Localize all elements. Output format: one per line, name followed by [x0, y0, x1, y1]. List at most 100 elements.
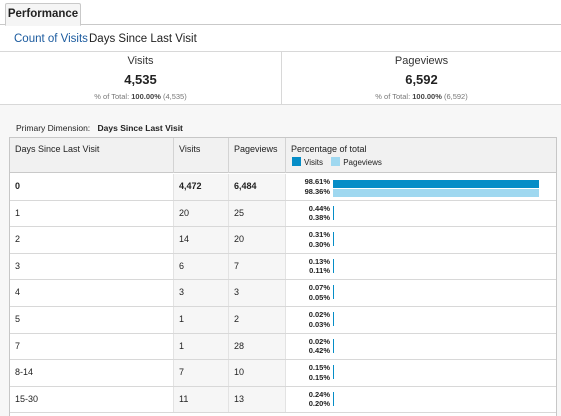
pageviews-percent: 0.30% [308, 239, 330, 249]
visits-value: 6 [179, 260, 185, 271]
pageviews-percent: 0.42% [308, 346, 330, 356]
percent-values: 0.07% 0.05% [286, 283, 330, 302]
report-tab-strip: Performance [0, 0, 561, 26]
visits-percent: 0.02% [308, 310, 330, 319]
cell-pageviews: 3 [229, 280, 286, 306]
pageviews-value: 13 [234, 393, 245, 404]
header-pageviews[interactable]: Pageviews [229, 138, 286, 173]
visits-value: 11 [179, 393, 189, 404]
visits-percent: 0.24% [308, 389, 330, 399]
percent-values: 0.02% 0.03% [286, 310, 330, 329]
bar-legend: Visits Pageviews [292, 157, 382, 167]
pageviews-value: 25 [234, 207, 245, 218]
visits-bar [333, 205, 334, 220]
visits-value: 7 [179, 367, 185, 378]
primary-dimension-value[interactable]: Days Since Last Visit [97, 123, 183, 133]
cell-pageviews: 10 [229, 360, 286, 386]
visits-percent: 98.61% [304, 177, 330, 186]
visits-value: 3 [179, 287, 185, 298]
cell-dimension: 15-30 [10, 386, 174, 413]
header-days-since-last-visit[interactable]: Days Since Last Visit [10, 138, 174, 173]
view-switcher: Count of Visits Days Since Last Visit [0, 25, 561, 52]
data-table: Days Since Last Visit Visits Pageviews P… [9, 137, 557, 416]
cell-visits: 6 [174, 253, 229, 280]
primary-dimension-label: Primary Dimension: [16, 123, 91, 133]
visits-value: 20 [179, 207, 190, 218]
count-of-visits-link[interactable]: Count of Visits [14, 33, 88, 45]
table-row: 2 14 20 0.31% 0.30% [10, 227, 556, 254]
dimension-value-link[interactable]: 8-14 [15, 367, 34, 378]
header-pct-label: Percentage of total [291, 144, 367, 154]
scorecard-value: 4,535 [124, 72, 157, 87]
pageviews-percent: 98.36% [304, 186, 330, 196]
table-row: 8-14 7 10 0.15% 0.15% [10, 360, 556, 387]
pageviews-scorecard: Pageviews 6,592 % of Total: 100.00% (6,5… [281, 52, 561, 105]
visits-percent: 0.44% [308, 203, 330, 213]
visits-percent: 0.02% [308, 336, 330, 346]
cell-pageviews: 7 [229, 253, 286, 280]
cell-dimension: 0 [10, 174, 174, 200]
dimension-value-link[interactable]: 7 [15, 340, 21, 351]
cell-pageviews: 25 [229, 200, 286, 227]
scorecard-percent-of-total: % of Total: 100.00% (6,592) [375, 92, 468, 101]
scorecard-value: 6,592 [405, 72, 438, 87]
dimension-value-link[interactable]: 3 [15, 260, 21, 271]
pageviews-value: 20 [234, 234, 245, 245]
cell-pageviews: 28 [229, 333, 286, 360]
cell-dimension: 4 [10, 280, 174, 306]
cell-percentage: 0.15% 0.15% [286, 360, 556, 386]
pageviews-percent: 0.05% [308, 292, 330, 302]
pageviews-value: 28 [234, 340, 245, 351]
visits-bar [333, 312, 334, 326]
cell-percentage: 0.44% 0.38% [286, 201, 556, 227]
pageviews-value: 6,484 [234, 181, 257, 191]
dimension-value-link[interactable]: 2 [15, 234, 21, 245]
visits-percent: 0.15% [308, 363, 330, 373]
scorecard-label: Visits [127, 55, 154, 67]
table-row: 1 20 25 0.44% 0.38% [10, 200, 556, 228]
pageviews-bar [333, 189, 539, 197]
cell-pageviews: 20 [229, 227, 286, 253]
cell-pageviews: 2 [229, 307, 286, 333]
dimension-value-link[interactable]: 5 [15, 314, 21, 324]
table-header: Days Since Last Visit Visits Pageviews P… [10, 138, 556, 173]
visits-bar [333, 232, 334, 247]
dimension-value-link[interactable]: 0 [15, 181, 21, 191]
tab-performance[interactable]: Performance [5, 3, 81, 26]
visits-value: 1 [179, 314, 185, 324]
visits-bar [333, 258, 334, 273]
cell-visits: 7 [174, 360, 229, 386]
dimension-value-link[interactable]: 1 [15, 207, 21, 218]
legend-visits: Visits [304, 158, 323, 167]
dimension-value-link[interactable]: 15-30 [15, 393, 39, 404]
cell-visits: 20 [174, 200, 229, 227]
table-row: 5 1 2 0.02% 0.03% [10, 307, 556, 334]
cell-visits: 14 [174, 227, 229, 253]
cell-visits: 1 [174, 307, 229, 333]
cell-pageviews: 6,484 [229, 174, 286, 200]
dimension-value-link[interactable]: 4 [15, 287, 21, 298]
legend-pageviews: Pageviews [343, 158, 382, 167]
table-row: 7 1 28 0.02% 0.42% [10, 333, 556, 361]
percent-values: 0.31% 0.30% [286, 230, 330, 249]
visits-swatch [292, 157, 301, 166]
percent-values: 0.44% 0.38% [286, 204, 330, 223]
header-percentage-of-total: Percentage of total Visits Pageviews [286, 138, 556, 173]
header-visits[interactable]: Visits [174, 138, 229, 173]
pageviews-percent: 0.03% [308, 319, 330, 329]
table-row: 3 6 7 0.13% 0.11% [10, 253, 556, 281]
scorecards: Visits 4,535 % of Total: 100.00% (4,535)… [0, 52, 561, 105]
pageviews-percent: 0.15% [308, 372, 330, 382]
cell-percentage: 0.31% 0.30% [286, 227, 556, 253]
scorecard-percent-of-total: % of Total: 100.00% (4,535) [94, 92, 187, 101]
cell-dimension: 7 [10, 333, 174, 360]
cell-percentage: 98.61% 98.36% [286, 174, 556, 200]
table-row: 4 3 3 0.07% 0.05% [10, 280, 556, 307]
cell-visits: 1 [174, 333, 229, 360]
visits-value: 4,472 [179, 181, 202, 191]
visits-percent: 0.07% [308, 283, 330, 293]
pageviews-value: 7 [234, 260, 240, 271]
cell-visits: 11 [174, 386, 229, 413]
cell-pageviews: 13 [229, 386, 286, 413]
current-view-label: Days Since Last Visit [89, 33, 197, 45]
